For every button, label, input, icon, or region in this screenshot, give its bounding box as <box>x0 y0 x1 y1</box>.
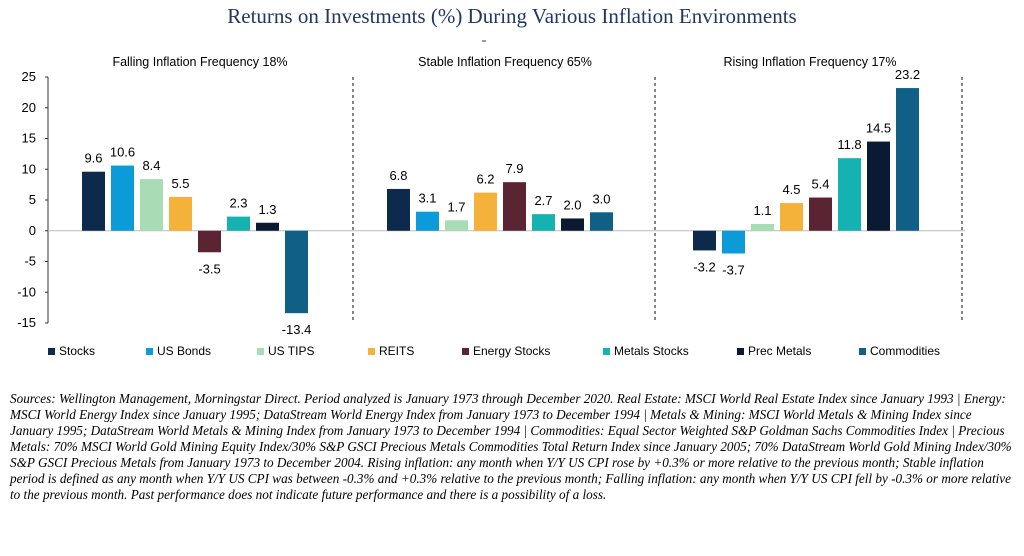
y-tick-label: -10 <box>17 284 36 299</box>
data-label: 9.6 <box>84 151 102 166</box>
legend-swatch <box>146 347 153 355</box>
y-tick-label: 5 <box>29 192 36 207</box>
panel-title: Stable Inflation Frequency 65% <box>418 55 592 69</box>
data-label: 10.6 <box>110 145 135 160</box>
legend-label: Stocks <box>59 344 96 358</box>
legend-swatch <box>462 347 469 355</box>
data-label: 8.4 <box>142 158 160 173</box>
bar-us-bonds <box>416 211 439 231</box>
y-tick-label: 10 <box>22 161 36 176</box>
panel-title: Rising Inflation Frequency 17% <box>723 55 896 69</box>
bar-energy-stocks <box>809 197 832 231</box>
data-label: -13.4 <box>282 322 312 337</box>
data-label: 11.8 <box>837 137 861 152</box>
bar-us-tips <box>445 220 468 231</box>
legend-item: Stocks <box>48 344 146 358</box>
bar-energy-stocks <box>503 182 526 231</box>
bar-chart: 25 20 15 10 5 0 -5 -10 -15 Falling Inflation Freq… <box>17 55 965 337</box>
data-label: 5.5 <box>171 176 189 191</box>
y-tick-label: 0 <box>29 223 36 238</box>
legend-item: Energy Stocks <box>462 344 603 358</box>
legend-swatch <box>257 347 264 355</box>
legend-item: Commodities <box>859 344 979 358</box>
y-tick-label: -15 <box>17 315 36 330</box>
bar-reits <box>169 196 192 231</box>
legend-item: Prec Metals <box>737 344 859 358</box>
data-label: -3.2 <box>693 259 715 274</box>
bar-prec-metals <box>561 218 584 231</box>
data-label: -3.5 <box>198 261 220 276</box>
bar-stocks <box>693 230 716 251</box>
data-label: 1.3 <box>258 202 276 217</box>
legend-swatch <box>48 347 55 355</box>
bar-reits <box>780 203 803 231</box>
data-label: 7.9 <box>505 161 523 176</box>
decorative-dot <box>482 40 486 42</box>
legend-item: REITS <box>368 344 462 358</box>
legend-swatch <box>368 347 375 355</box>
bar-prec-metals <box>256 222 279 231</box>
data-label: 2.3 <box>229 196 247 211</box>
bar-us-bonds <box>722 230 745 254</box>
y-tick-label: -5 <box>24 254 36 269</box>
sources-note: Sources: Wellington Management, Mornings… <box>10 391 1012 502</box>
data-label: 5.4 <box>811 177 829 192</box>
data-label: 2.0 <box>563 197 581 212</box>
data-label: 23.2 <box>895 67 920 82</box>
bar-energy-stocks <box>198 230 221 253</box>
legend-label: REITS <box>379 344 415 358</box>
bar-metals-stocks <box>532 214 555 231</box>
bar-us-tips <box>751 223 774 231</box>
legend-label: Prec Metals <box>748 344 812 358</box>
bar-metals-stocks <box>838 158 861 231</box>
panel-title: Falling Inflation Frequency 18% <box>112 55 287 69</box>
bar-stocks <box>387 188 410 231</box>
legend-swatch <box>603 347 610 355</box>
data-label: 6.2 <box>476 172 494 187</box>
data-label: 2.7 <box>534 193 552 208</box>
data-label: 6.8 <box>389 168 407 183</box>
legend-item: Metals Stocks <box>603 344 737 358</box>
y-tick-label: 20 <box>22 100 36 115</box>
legend-label: Metals Stocks <box>614 344 689 358</box>
bar-reits <box>474 192 497 231</box>
bar-us-tips <box>140 179 163 231</box>
data-label: 3.1 <box>418 191 436 206</box>
legend-item: US Bonds <box>146 344 257 358</box>
chart-legend: Stocks US Bonds US TIPS REITS Energy Stocks M… <box>48 344 979 358</box>
data-label: 4.5 <box>782 182 800 197</box>
bar-stocks <box>82 171 105 231</box>
chart-title: Returns on Investments (%) During Variou… <box>227 4 797 28</box>
legend-item: US TIPS <box>257 344 368 358</box>
bar-commodities <box>285 230 308 314</box>
data-label: 3.0 <box>592 191 610 206</box>
bar-commodities <box>590 212 613 231</box>
bar-commodities <box>896 88 919 231</box>
data-label: -3.7 <box>722 263 744 278</box>
legend-label: US Bonds <box>157 344 212 358</box>
data-label: 1.1 <box>753 203 771 218</box>
y-tick-label: 25 <box>22 69 36 84</box>
legend-swatch <box>737 347 744 355</box>
legend-label: Energy Stocks <box>473 344 551 358</box>
bar-us-bonds <box>111 165 134 231</box>
bar-prec-metals <box>867 141 890 231</box>
y-tick-label: 15 <box>22 131 36 146</box>
data-label: 1.7 <box>447 199 465 214</box>
bar-metals-stocks <box>227 216 250 231</box>
legend-label: Commodities <box>870 344 941 358</box>
data-label: 14.5 <box>866 121 891 136</box>
legend-label: US TIPS <box>268 344 315 358</box>
legend-swatch <box>859 347 866 355</box>
